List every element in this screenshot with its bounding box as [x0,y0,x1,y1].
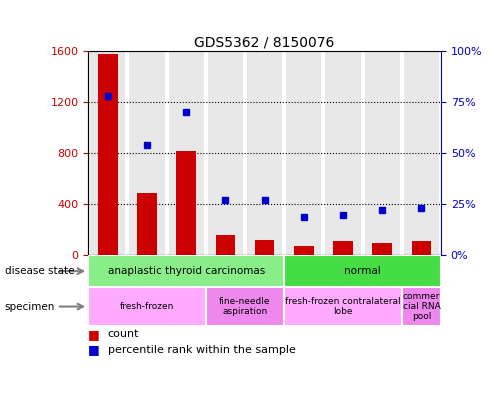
Bar [333,241,353,255]
Text: GSM1281640: GSM1281640 [377,259,387,324]
FancyBboxPatch shape [284,255,441,287]
Bar [208,51,243,255]
Bar [404,51,439,255]
FancyBboxPatch shape [402,287,441,326]
Bar [255,240,274,255]
Bar [247,51,282,255]
Text: normal: normal [344,266,381,276]
Bar [365,51,400,255]
Text: GSM1281638: GSM1281638 [299,259,309,324]
Text: anaplastic thyroid carcinomas: anaplastic thyroid carcinomas [108,266,265,276]
Text: ■: ■ [88,328,100,341]
Bar [294,246,314,255]
Text: fresh-frozen contralateral
lobe: fresh-frozen contralateral lobe [285,297,401,316]
Text: fresh-frozen: fresh-frozen [120,302,174,311]
Bar [325,51,361,255]
FancyBboxPatch shape [247,255,282,318]
Title: GDS5362 / 8150076: GDS5362 / 8150076 [195,36,335,50]
Bar [129,51,165,255]
FancyBboxPatch shape [286,255,321,318]
Text: percentile rank within the sample: percentile rank within the sample [108,345,295,354]
Text: disease state: disease state [5,266,74,276]
Bar [169,51,204,255]
Text: GSM1281637: GSM1281637 [142,259,152,324]
FancyBboxPatch shape [284,287,402,326]
Bar [372,242,392,255]
FancyBboxPatch shape [365,255,400,318]
Text: specimen: specimen [5,301,55,312]
Bar [98,53,118,255]
FancyBboxPatch shape [325,255,361,318]
FancyBboxPatch shape [169,255,204,318]
Text: GSM1281636: GSM1281636 [103,259,113,324]
Text: ■: ■ [88,343,100,356]
FancyBboxPatch shape [88,255,284,287]
Bar [90,51,125,255]
Text: GSM1281643: GSM1281643 [260,259,270,324]
FancyBboxPatch shape [206,287,284,326]
Text: commer
cial RNA
pool: commer cial RNA pool [402,292,441,321]
FancyBboxPatch shape [404,255,439,318]
Bar [216,235,235,255]
Text: GSM1281641: GSM1281641 [181,259,191,324]
Text: count: count [108,329,139,340]
Text: GSM1281642: GSM1281642 [220,259,230,324]
FancyBboxPatch shape [129,255,165,318]
Bar [137,193,157,255]
Text: fine-needle
aspiration: fine-needle aspiration [219,297,271,316]
Text: GSM1281639: GSM1281639 [338,259,348,324]
FancyBboxPatch shape [88,287,206,326]
Bar [176,151,196,255]
FancyBboxPatch shape [208,255,243,318]
FancyBboxPatch shape [90,255,125,318]
Bar [412,241,431,255]
Text: GSM1281644: GSM1281644 [416,259,426,324]
Bar [286,51,321,255]
